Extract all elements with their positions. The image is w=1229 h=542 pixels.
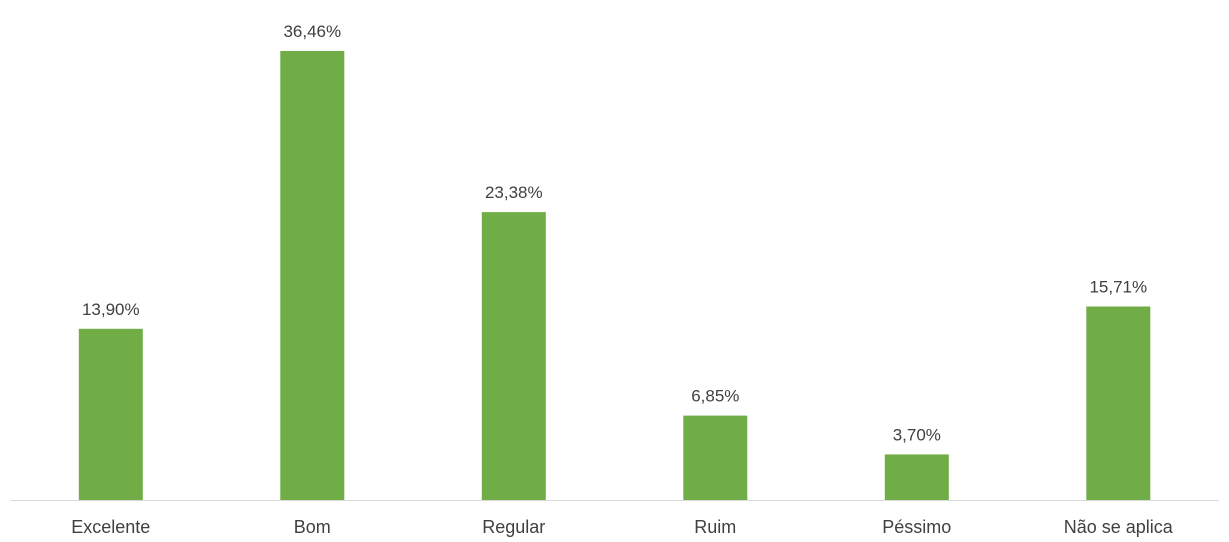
data-label-0: 13,90% (82, 300, 140, 319)
data-label-3: 6,85% (691, 387, 739, 406)
bar-4 (884, 454, 949, 500)
data-label-4: 3,70% (893, 425, 941, 444)
category-label-4: Péssimo (882, 517, 951, 537)
bar-0 (78, 328, 143, 500)
category-labels-group: Excelente Bom Regular Ruim Péssimo Não se apl… (71, 517, 1174, 537)
category-label-3: Ruim (694, 517, 736, 537)
data-labels-group: 13,90% 36,46% 23,38% 6,85% 3,70% 15,71% (82, 22, 1147, 444)
data-label-2: 23,38% (485, 183, 543, 202)
data-label-5: 15,71% (1089, 278, 1147, 297)
bars-group (78, 51, 1151, 500)
category-label-5: Não se aplica (1064, 517, 1174, 537)
data-label-1: 36,46% (283, 22, 341, 41)
bar-1 (280, 51, 345, 500)
category-label-0: Excelente (71, 517, 150, 537)
bar-3 (683, 415, 748, 500)
category-label-2: Regular (482, 517, 545, 537)
category-label-1: Bom (294, 517, 331, 537)
bar-5 (1086, 306, 1151, 500)
bar-2 (481, 212, 546, 500)
